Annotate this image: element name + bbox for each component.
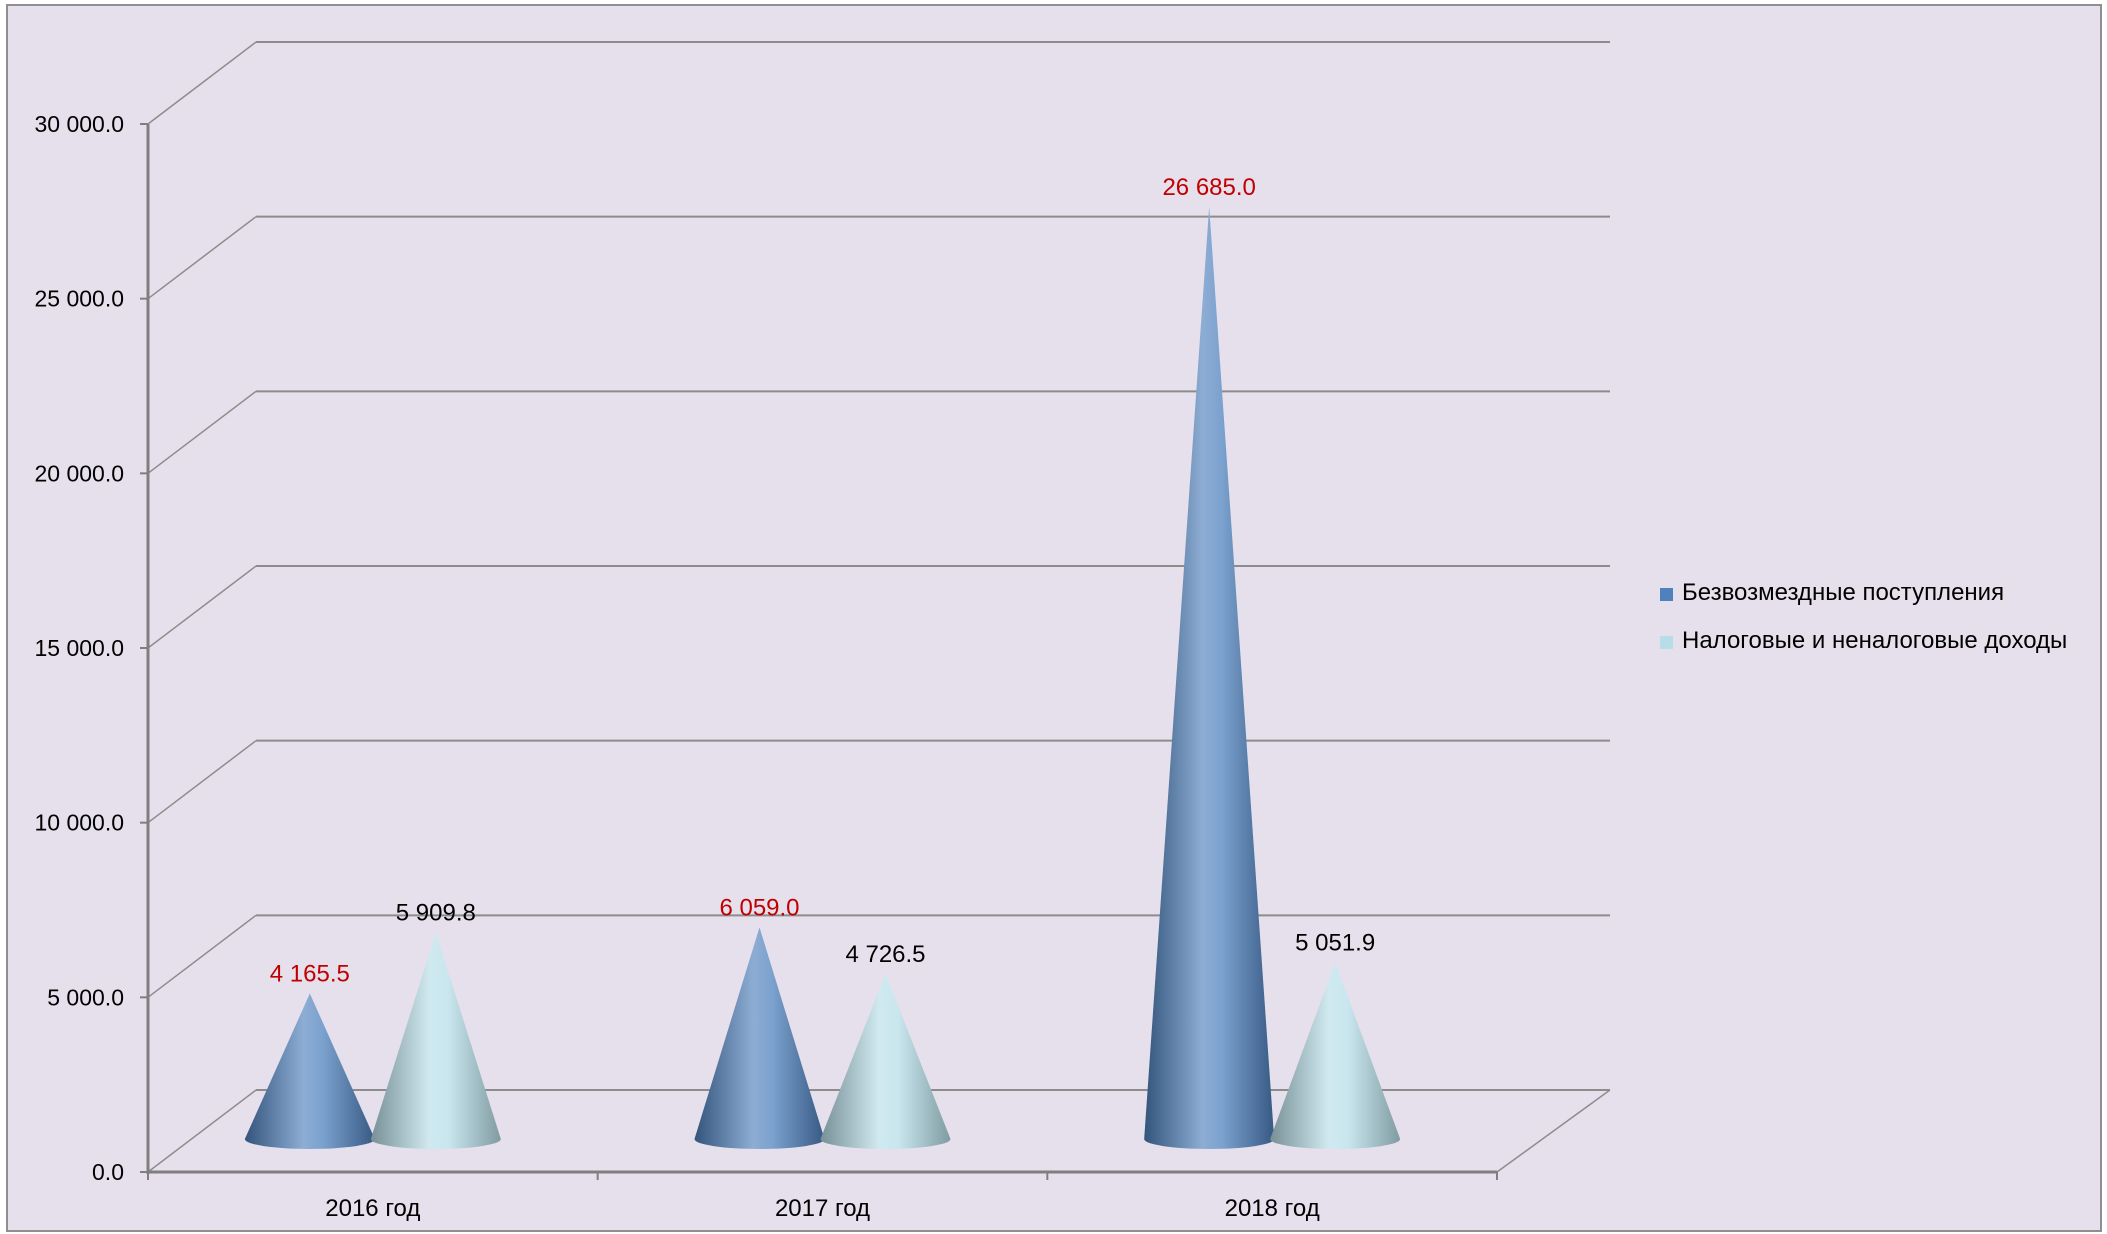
y-tick-label: 25 000.0 — [34, 286, 124, 312]
side-gridline — [147, 565, 257, 649]
cones — [244, 206, 1401, 1149]
x-tick-label: 2016 год — [325, 1195, 420, 1222]
side-gridline — [147, 390, 257, 474]
cone-2-1 — [370, 932, 501, 1149]
side-gridline — [147, 914, 257, 998]
data-label: 5 909.8 — [396, 900, 476, 927]
chart-area — [6, 4, 2102, 1232]
y-tick-label: 20 000.0 — [34, 460, 124, 486]
y-tick-label: 10 000.0 — [34, 810, 124, 836]
floor-right-edge — [1496, 1089, 1611, 1173]
x-tick-labels: 2016 год 2017 год 2018 год — [325, 1195, 1319, 1222]
y-tick-labels: 0.0 5 000.0 10 000.0 15 000.0 20 000.0 25 000… — [34, 111, 124, 1185]
y-tick-label: 15 000.0 — [34, 635, 124, 661]
cone-body — [820, 973, 951, 1149]
side-gridline — [147, 740, 257, 824]
cone-1-3 — [1144, 206, 1275, 1149]
legend: Безвозмездные поступления Налоговые и нен… — [1660, 579, 2067, 654]
axes — [140, 123, 1498, 1180]
legend-swatch — [1660, 636, 1673, 649]
cone-1-2 — [694, 927, 825, 1149]
legend-swatch — [1660, 588, 1673, 601]
cone-body — [370, 932, 501, 1149]
data-label: 5 051.9 — [1295, 930, 1375, 957]
y-tick-label: 5 000.0 — [47, 984, 124, 1010]
cone-2-3 — [1270, 962, 1401, 1149]
y-tick-label: 30 000.0 — [34, 111, 124, 137]
legend-label: Налоговые и неналоговые доходы — [1682, 627, 2067, 654]
legend-item: Безвозмездные поступления — [1660, 579, 2004, 606]
side-gridline — [147, 41, 257, 125]
legend-label: Безвозмездные поступления — [1682, 579, 2004, 606]
cone-body — [244, 993, 375, 1149]
y-tick-label: 0.0 — [92, 1159, 124, 1185]
cone-body — [1270, 962, 1401, 1149]
side-gridline — [147, 1089, 257, 1173]
cone-1-1 — [244, 993, 375, 1149]
data-label: 6 059.0 — [719, 894, 799, 921]
x-tick-label: 2017 год — [775, 1195, 870, 1222]
data-label: 4 165.5 — [270, 960, 350, 987]
cone-2-2 — [820, 973, 951, 1149]
legend-item: Налоговые и неналоговые доходы — [1660, 627, 2067, 654]
cone-body — [694, 927, 825, 1149]
x-tick-label: 2018 год — [1225, 1195, 1320, 1222]
side-gridline — [147, 216, 257, 300]
data-label: 26 685.0 — [1162, 174, 1255, 201]
cone-body — [1144, 206, 1275, 1149]
data-label: 4 726.5 — [845, 941, 925, 968]
data-labels: 4 165.5 5 909.8 6 059.0 4 726.5 26 685.0 5 05… — [270, 174, 1375, 988]
